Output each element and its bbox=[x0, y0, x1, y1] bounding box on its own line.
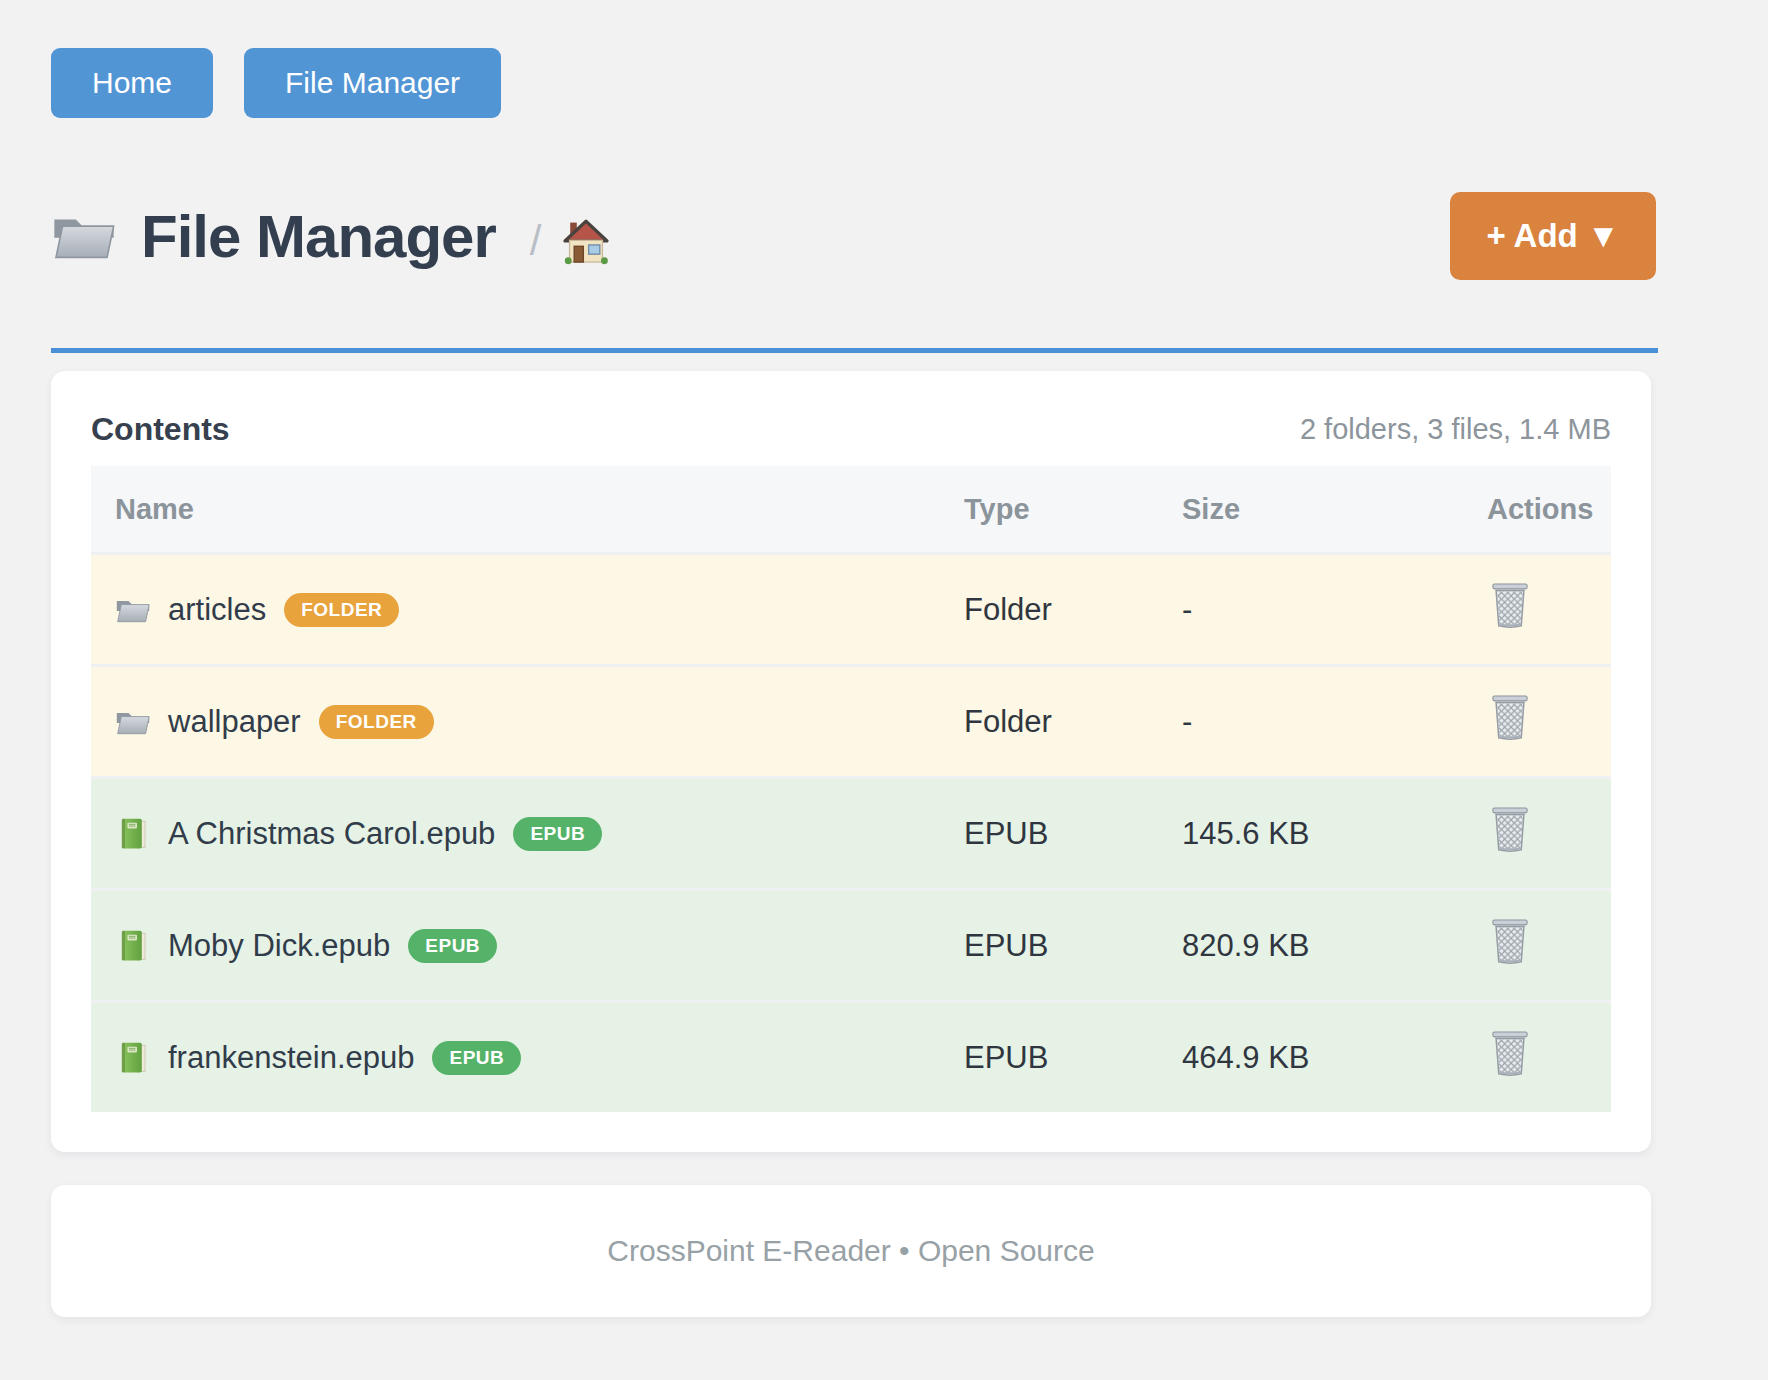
breadcrumb-separator: / bbox=[530, 217, 542, 265]
actions-cell bbox=[1487, 1031, 1611, 1085]
delete-button[interactable] bbox=[1491, 807, 1529, 853]
cell-type: Folder bbox=[964, 704, 1182, 740]
actions-cell bbox=[1487, 695, 1611, 749]
footer: CrossPoint E-Reader • Open Source bbox=[51, 1185, 1651, 1317]
cell-size: 820.9 KB bbox=[1182, 928, 1487, 964]
actions-cell bbox=[1487, 583, 1611, 637]
cell-size: 464.9 KB bbox=[1182, 1040, 1487, 1076]
title-group: File Manager / bbox=[51, 202, 613, 271]
actions-cell bbox=[1487, 919, 1611, 973]
table-row: frankenstein.epub EPUB EPUB 464.9 KB bbox=[91, 1000, 1611, 1112]
page-title: File Manager bbox=[141, 202, 496, 271]
trash-icon bbox=[1491, 583, 1529, 629]
file-table: Name Type Size Actions articles FOLDER F… bbox=[91, 466, 1611, 1112]
page-header: File Manager / + Add ▼ bbox=[51, 192, 1656, 280]
delete-button[interactable] bbox=[1491, 583, 1529, 629]
cell-size: - bbox=[1182, 592, 1487, 628]
trash-icon bbox=[1491, 695, 1529, 741]
trash-icon bbox=[1491, 807, 1529, 853]
cell-type: EPUB bbox=[964, 1040, 1182, 1076]
file-manager-nav-button[interactable]: File Manager bbox=[244, 48, 501, 118]
cell-type: EPUB bbox=[964, 928, 1182, 964]
name-cell: A Christmas Carol.epub EPUB bbox=[91, 816, 964, 852]
home-nav-button[interactable]: Home bbox=[51, 48, 213, 118]
footer-text: CrossPoint E-Reader • Open Source bbox=[607, 1234, 1094, 1268]
column-header-type: Type bbox=[964, 493, 1182, 526]
contents-summary: 2 folders, 3 files, 1.4 MB bbox=[1300, 413, 1611, 446]
top-nav: Home File Manager bbox=[51, 48, 1768, 118]
name-cell: wallpaper FOLDER bbox=[91, 704, 964, 740]
file-name[interactable]: wallpaper bbox=[168, 704, 301, 740]
file-manager-page: Home File Manager File Manager / + Add ▼… bbox=[0, 0, 1768, 1317]
breadcrumb-home-link[interactable] bbox=[559, 216, 613, 266]
delete-button[interactable] bbox=[1491, 1031, 1529, 1077]
type-badge: FOLDER bbox=[319, 705, 434, 739]
table-row: Moby Dick.epub EPUB EPUB 820.9 KB bbox=[91, 888, 1611, 1000]
green-book-icon bbox=[115, 930, 151, 962]
folder-icon bbox=[115, 706, 151, 738]
type-badge: EPUB bbox=[408, 929, 497, 963]
column-header-actions: Actions bbox=[1487, 493, 1611, 526]
folder-icon bbox=[115, 594, 151, 626]
delete-button[interactable] bbox=[1491, 695, 1529, 741]
column-header-size: Size bbox=[1182, 493, 1487, 526]
title-divider bbox=[51, 348, 1658, 353]
table-row: A Christmas Carol.epub EPUB EPUB 145.6 K… bbox=[91, 776, 1611, 888]
cell-type: Folder bbox=[964, 592, 1182, 628]
folder-icon bbox=[51, 208, 117, 264]
home-icon bbox=[559, 216, 613, 266]
trash-icon bbox=[1491, 919, 1529, 965]
type-badge: EPUB bbox=[513, 817, 602, 851]
contents-card-header: Contents 2 folders, 3 files, 1.4 MB bbox=[91, 411, 1611, 448]
table-body: articles FOLDER Folder - wallpaper FOLDE… bbox=[91, 552, 1611, 1112]
add-button[interactable]: + Add ▼ bbox=[1450, 192, 1656, 280]
cell-size: 145.6 KB bbox=[1182, 816, 1487, 852]
table-header-row: Name Type Size Actions bbox=[91, 466, 1611, 552]
green-book-icon bbox=[115, 1042, 151, 1074]
name-cell: frankenstein.epub EPUB bbox=[91, 1040, 964, 1076]
column-header-name: Name bbox=[91, 493, 964, 526]
contents-heading: Contents bbox=[91, 411, 230, 448]
type-badge: EPUB bbox=[432, 1041, 521, 1075]
file-name[interactable]: A Christmas Carol.epub bbox=[168, 816, 495, 852]
table-row: wallpaper FOLDER Folder - bbox=[91, 664, 1611, 776]
file-name[interactable]: frankenstein.epub bbox=[168, 1040, 414, 1076]
cell-size: - bbox=[1182, 704, 1487, 740]
name-cell: articles FOLDER bbox=[91, 592, 964, 628]
green-book-icon bbox=[115, 818, 151, 850]
contents-card: Contents 2 folders, 3 files, 1.4 MB Name… bbox=[51, 371, 1651, 1152]
cell-type: EPUB bbox=[964, 816, 1182, 852]
type-badge: FOLDER bbox=[284, 593, 399, 627]
file-name[interactable]: articles bbox=[168, 592, 266, 628]
trash-icon bbox=[1491, 1031, 1529, 1077]
delete-button[interactable] bbox=[1491, 919, 1529, 965]
actions-cell bbox=[1487, 807, 1611, 861]
name-cell: Moby Dick.epub EPUB bbox=[91, 928, 964, 964]
table-row: articles FOLDER Folder - bbox=[91, 552, 1611, 664]
file-name[interactable]: Moby Dick.epub bbox=[168, 928, 390, 964]
